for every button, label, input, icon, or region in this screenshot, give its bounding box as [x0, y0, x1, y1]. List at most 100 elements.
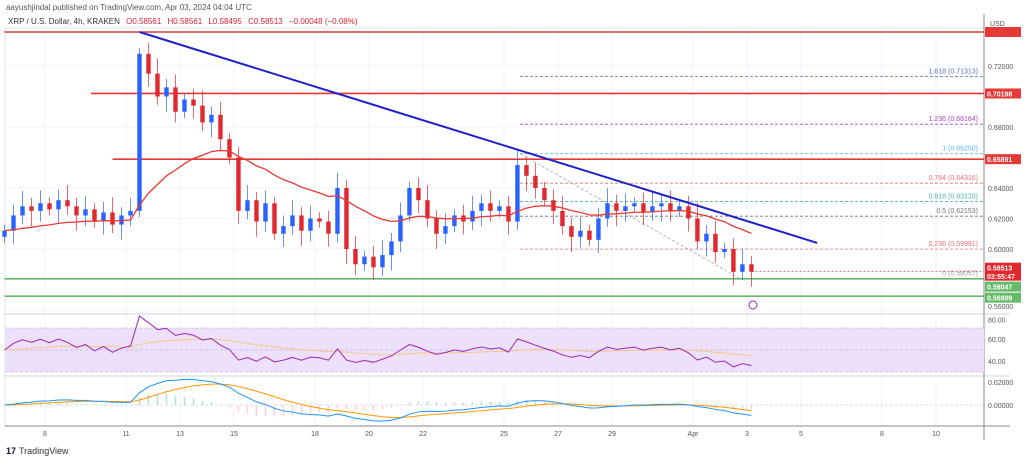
- open-value: O0.58561: [126, 17, 162, 26]
- x-tick-label: 20: [365, 431, 373, 438]
- x-tick-label: 29: [608, 431, 616, 438]
- y-tick-label: 0.60000: [988, 247, 1013, 254]
- candle-body: [191, 99, 196, 106]
- candle-body: [659, 203, 664, 207]
- last-price-label: 0.58513: [987, 266, 1012, 273]
- candle-body: [263, 203, 268, 222]
- candle-body: [551, 200, 556, 211]
- candle-body: [533, 175, 538, 188]
- x-tick-label: 3: [745, 431, 749, 438]
- x-tick-label: Apr: [688, 431, 700, 438]
- fib-level-label: 0.5 (0.62153): [936, 208, 978, 215]
- x-tick-label: 18: [311, 431, 319, 438]
- candle-body: [623, 206, 628, 211]
- candle-body: [236, 157, 241, 211]
- candle-body: [434, 218, 439, 234]
- symbol-legend: XRP / U.S. Dollar, 4h, KRAKEN O0.58561 H…: [8, 17, 358, 26]
- candle-body: [20, 206, 25, 216]
- y-tick-label: 0.68000: [988, 125, 1013, 132]
- candle-body: [560, 210, 565, 227]
- candle-body: [173, 87, 178, 112]
- fib-level-label: 1.618 (0.71313): [929, 68, 978, 75]
- bearish-trendline: [139, 31, 818, 244]
- candle-body: [749, 264, 754, 272]
- candle-body: [281, 226, 286, 234]
- fib-level-label: 1 (0.66250): [942, 146, 978, 153]
- candle-body: [47, 203, 52, 210]
- x-tick-label: 11: [122, 431, 129, 438]
- change-value: −0.00048 (−0.08%): [289, 17, 358, 26]
- rsi-tick-label: 80.00: [988, 318, 1006, 325]
- candle-body: [254, 200, 259, 222]
- candle-body: [272, 203, 277, 234]
- candle-body: [317, 218, 322, 222]
- candle-body: [110, 212, 115, 225]
- candle-body: [335, 188, 340, 234]
- candle-body: [182, 99, 187, 112]
- rsi-tick-label: 40.00: [988, 359, 1006, 366]
- level-price-badge: [985, 292, 1021, 303]
- rsi-ma-line: [4, 338, 752, 357]
- footer: 17 TradingView: [6, 446, 69, 456]
- candle-body: [389, 241, 394, 256]
- candle-body: [497, 206, 502, 211]
- candle-body: [227, 139, 232, 158]
- level-price-badge: [985, 281, 1021, 292]
- candle-body: [101, 212, 106, 222]
- candle-body: [380, 255, 385, 268]
- candle-body: [470, 210, 475, 222]
- tradingview-logo-icon: 17: [6, 446, 17, 456]
- candle-body: [641, 203, 646, 213]
- candle-body: [731, 249, 736, 272]
- brand-name[interactable]: TradingView: [19, 446, 69, 456]
- candle-body: [209, 114, 214, 123]
- candle-body: [587, 230, 592, 240]
- y-tick-label: 0.64000: [988, 186, 1013, 193]
- fib-level-label: 0.618 (0.63120): [929, 193, 978, 200]
- x-tick-label: 10: [932, 431, 940, 438]
- candle-body: [326, 221, 331, 234]
- macd-tick-label: 0.02000: [988, 380, 1013, 387]
- candle-body: [605, 203, 610, 219]
- candle-body: [371, 256, 376, 268]
- fib-level-label: 0.764 (0.64316): [929, 175, 978, 182]
- x-tick-label: 25: [500, 431, 508, 438]
- candle-body: [344, 188, 349, 249]
- candle-body: [614, 203, 619, 211]
- countdown-label: 03:55:47: [987, 274, 1015, 281]
- x-tick-label: 13: [176, 431, 184, 438]
- level-price-badge: [985, 26, 1021, 37]
- candle-body: [218, 114, 223, 140]
- candle-body: [650, 206, 655, 213]
- candle-body: [668, 203, 673, 211]
- candle-body: [452, 215, 457, 227]
- candle-body: [137, 53, 142, 211]
- macd-line: [4, 378, 752, 422]
- candle-body: [578, 230, 583, 237]
- level-price-label: 0.58047: [987, 285, 1012, 292]
- candle-body: [722, 249, 727, 253]
- x-tick-label: 8: [43, 431, 47, 438]
- x-tick-label: 8: [880, 431, 884, 438]
- candle-body: [245, 200, 250, 211]
- x-tick-label: 15: [230, 431, 238, 438]
- fib-level-label: 1.236 (0.68184): [929, 116, 978, 123]
- candle-body: [308, 218, 313, 231]
- candle-body: [443, 226, 448, 234]
- candle-body: [740, 264, 745, 272]
- candle-body: [74, 206, 79, 216]
- candle-body: [677, 206, 682, 211]
- fib-level-label: 0 (0.58057): [942, 271, 978, 278]
- candle-body: [290, 215, 295, 227]
- candle-body: [695, 218, 700, 242]
- fib-level-label: 0.236 (0.59991): [929, 241, 978, 248]
- candle-body: [362, 256, 367, 265]
- macd-tick-label: 0.00000: [988, 403, 1013, 410]
- last-price-badge: [985, 262, 1021, 281]
- rsi-tick-label: 60.00: [988, 337, 1006, 344]
- candle-body: [704, 233, 709, 242]
- candle-body: [524, 165, 529, 176]
- symbol-title[interactable]: XRP / U.S. Dollar, 4h, KRAKEN: [8, 17, 120, 26]
- candle-body: [488, 203, 493, 211]
